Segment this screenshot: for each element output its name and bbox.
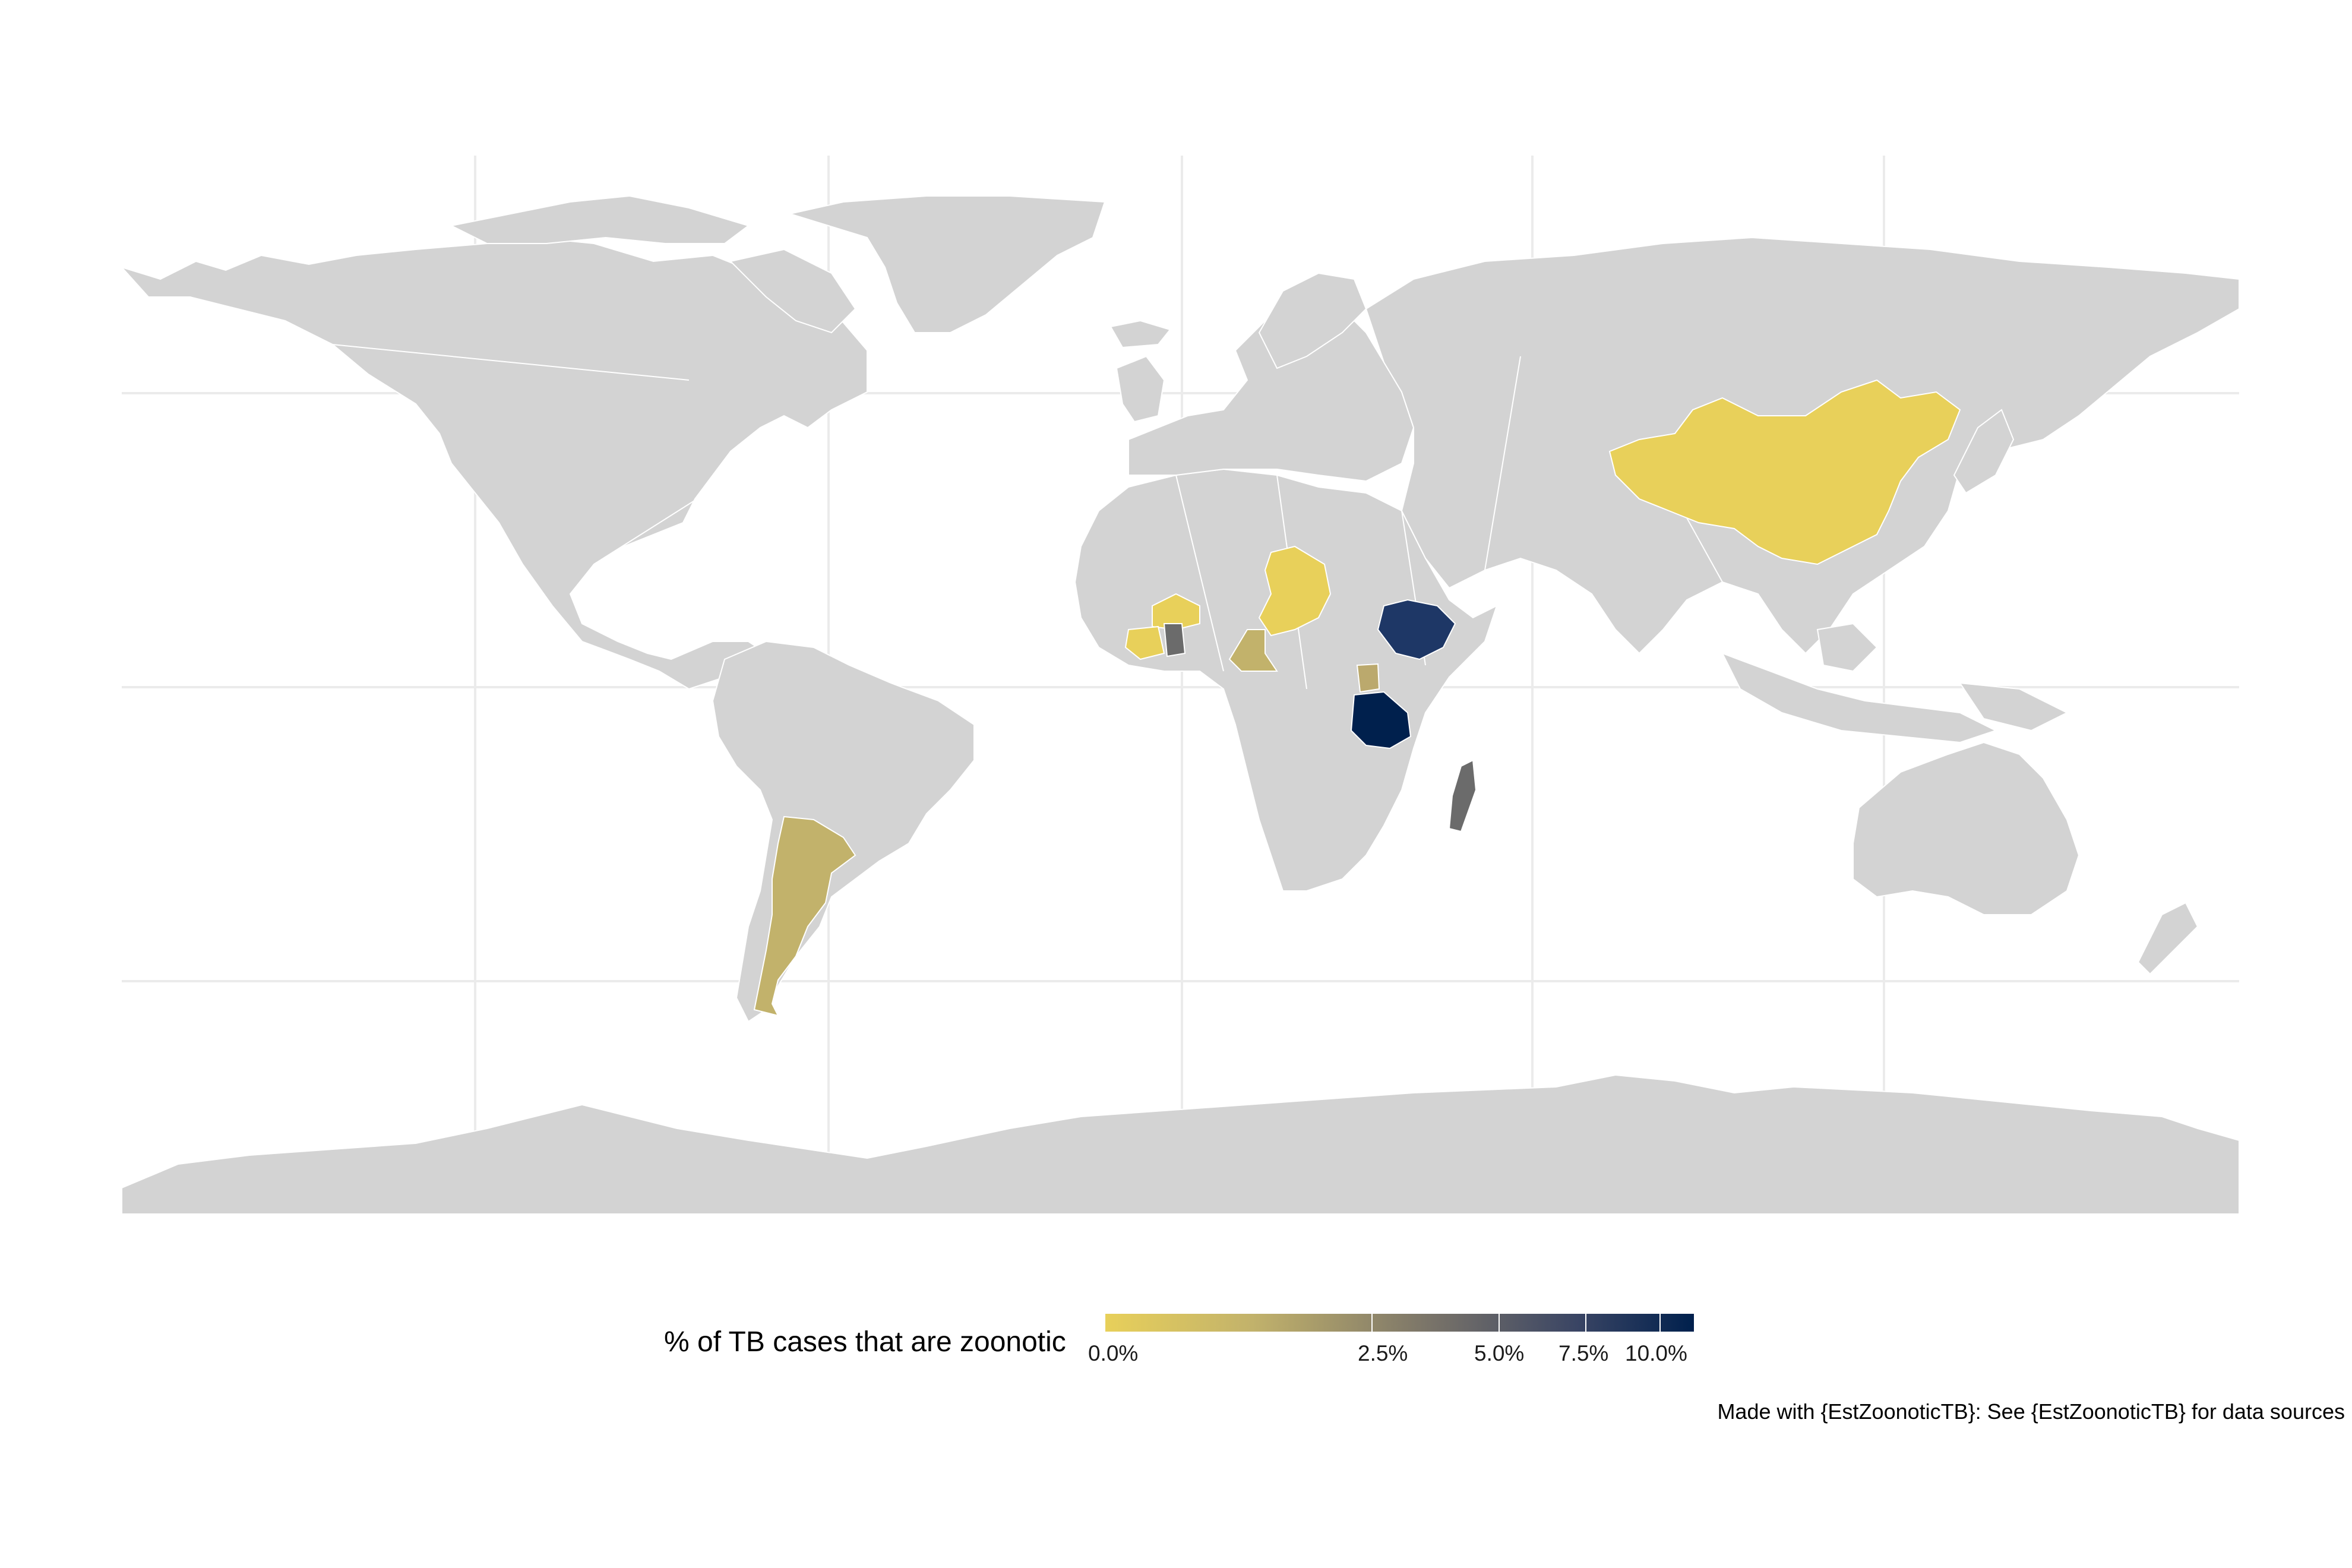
legend-color-bar — [1105, 1314, 1694, 1332]
country-ethiopia[interactable] — [1377, 599, 1456, 660]
legend-tick-4: 10.0% — [1625, 1341, 1687, 1365]
africa — [1074, 468, 1498, 892]
indonesia — [1721, 652, 1997, 744]
greenland — [788, 195, 1106, 333]
japan — [1953, 409, 2015, 494]
baffin — [729, 248, 856, 334]
country-chad[interactable] — [1258, 545, 1332, 637]
british-isles — [1115, 355, 1165, 423]
country-madagascar[interactable] — [1448, 759, 1477, 833]
new-zealand — [2137, 902, 2199, 975]
iceland — [1109, 320, 1171, 349]
country-cote-divoire[interactable] — [1124, 625, 1165, 660]
highlighted-countries — [753, 379, 1961, 1017]
land-masses — [119, 195, 2240, 1215]
country-argentina[interactable] — [753, 815, 856, 1017]
country-uganda[interactable] — [1356, 663, 1380, 693]
country-cameroon[interactable] — [1228, 629, 1278, 672]
country-china[interactable] — [1608, 379, 1961, 565]
country-ghana[interactable] — [1163, 623, 1186, 657]
north-america — [119, 236, 868, 702]
legend-tick-3: 7.5% — [1558, 1341, 1609, 1365]
country-tanzania[interactable] — [1350, 691, 1412, 750]
australia — [1852, 741, 2080, 915]
legend-tick-1: 2.5% — [1358, 1341, 1408, 1365]
legend-tick-0: 0.0% — [1088, 1341, 1139, 1365]
arctic-islands — [449, 195, 750, 244]
legend-title: % of TB cases that are zoonotic — [664, 1326, 1066, 1358]
antarctica — [121, 1074, 2240, 1215]
new-guinea — [1958, 682, 2069, 732]
borneo — [1816, 622, 1878, 672]
south-america — [712, 640, 975, 1023]
caption: Made with {EstZoonoticTB}: See {EstZoono… — [1717, 1399, 2345, 1424]
europe — [1128, 302, 1415, 482]
legend-tick-2: 5.0% — [1474, 1341, 1525, 1365]
